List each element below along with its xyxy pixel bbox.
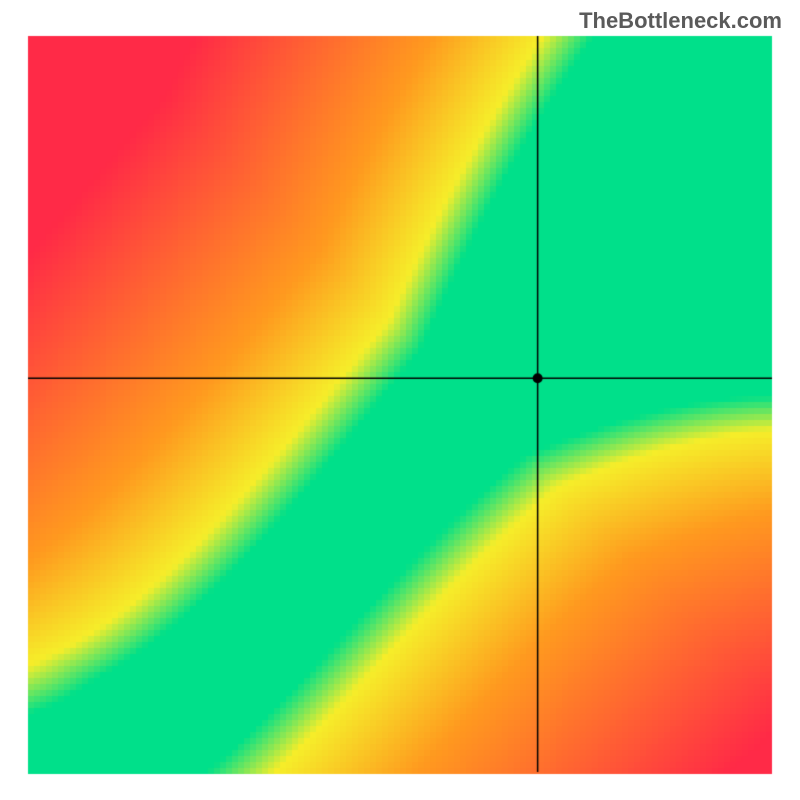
- bottleneck-heatmap: [0, 0, 800, 800]
- chart-container: TheBottleneck.com: [0, 0, 800, 800]
- watermark-text: TheBottleneck.com: [579, 8, 782, 34]
